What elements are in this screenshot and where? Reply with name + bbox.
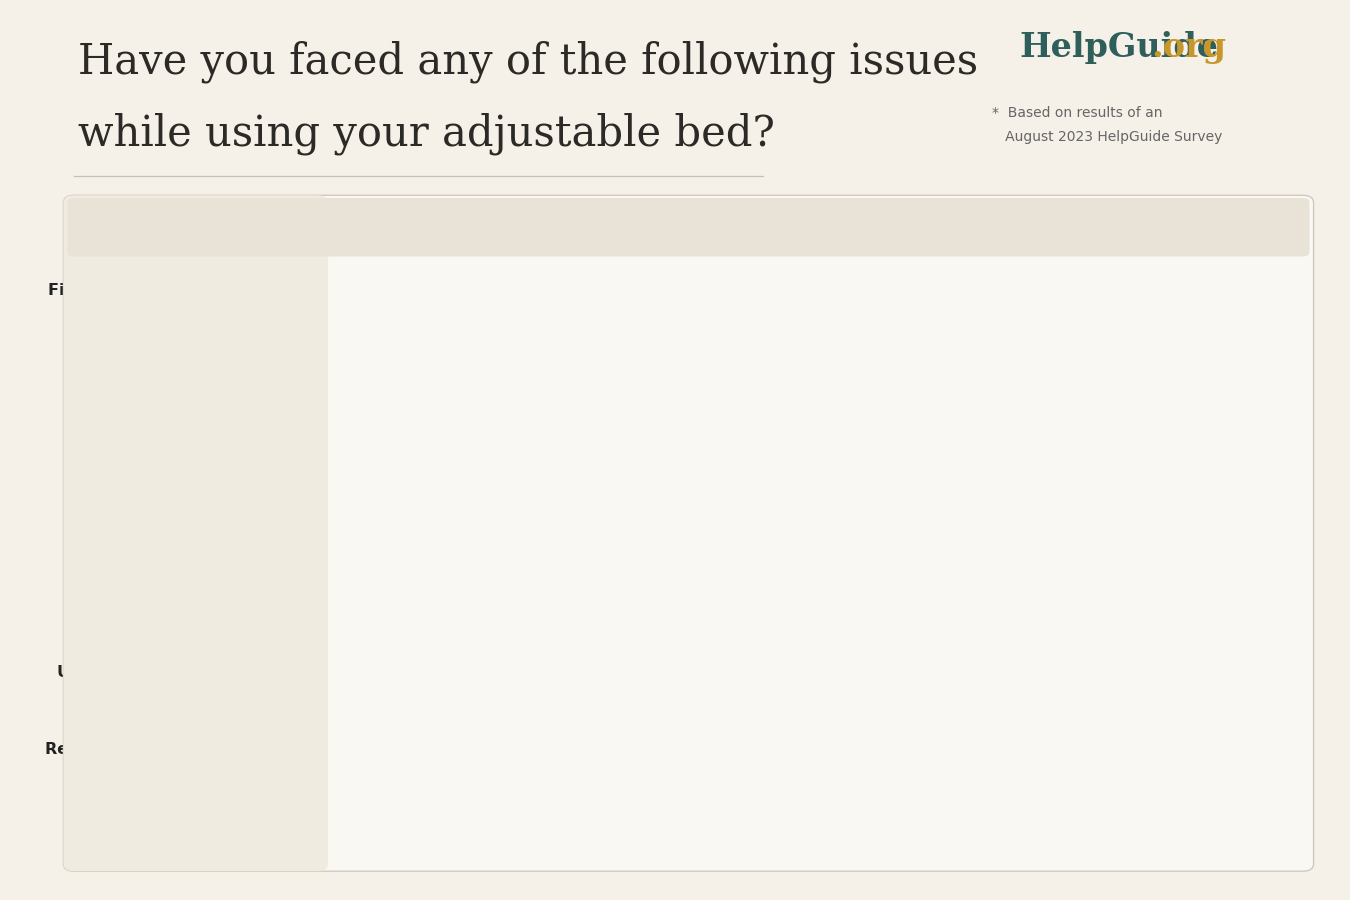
Text: 70%: 70% (1026, 220, 1060, 235)
Bar (317, 806, 472, 846)
Text: August 2023 HelpGuide Survey: August 2023 HelpGuide Survey (992, 130, 1223, 145)
Text: HelpGuide: HelpGuide (1019, 32, 1218, 65)
Text: 22%: 22% (552, 589, 587, 604)
Text: 30%: 30% (612, 220, 645, 235)
Text: Issues: Issues (219, 218, 288, 237)
Text: .org: .org (1152, 32, 1227, 65)
Text: Discomfort due to
crack in the split model: Discomfort due to crack in the split mod… (74, 808, 288, 843)
Text: *  Based on results of an: * Based on results of an (992, 106, 1162, 121)
Text: 20%: 20% (508, 220, 541, 235)
Text: Finding a
compatible headboard: Finding a compatible headboard (85, 426, 288, 461)
Bar (317, 500, 576, 540)
Bar (317, 652, 535, 693)
Text: Setting custom presets: Setting custom presets (77, 589, 288, 604)
Text: 26%: 26% (594, 359, 628, 374)
Text: 21%: 21% (543, 665, 576, 680)
Text: 50%: 50% (819, 220, 853, 235)
Text: Finding a
compatible mattress: Finding a compatible mattress (101, 502, 288, 537)
Text: 26%: 26% (594, 436, 628, 451)
Bar (317, 270, 629, 310)
Bar (317, 729, 514, 769)
Text: Have you faced any of the following issues: Have you faced any of the following issu… (78, 40, 979, 83)
Bar (317, 346, 587, 387)
Bar (317, 423, 587, 464)
Text: 80%: 80% (1130, 220, 1164, 235)
Text: 15%: 15% (481, 818, 514, 833)
Text: 90%: 90% (1234, 220, 1268, 235)
Text: while using your adjustable bed?: while using your adjustable bed? (78, 112, 775, 155)
Text: Finding compatible sheets: Finding compatible sheets (49, 283, 288, 298)
Text: 19%: 19% (521, 742, 556, 757)
Text: 25%: 25% (583, 512, 618, 527)
Text: 60%: 60% (922, 220, 957, 235)
Text: 40%: 40% (716, 220, 749, 235)
Text: 30%: 30% (636, 283, 670, 298)
Text: Reaching/using nightstand: Reaching/using nightstand (45, 742, 288, 757)
Bar (317, 576, 545, 616)
Text: Setting up my base: Setting up my base (112, 359, 288, 374)
Text: Using the remote/presets: Using the remote/presets (57, 665, 288, 680)
Text: 10%: 10% (404, 220, 437, 235)
